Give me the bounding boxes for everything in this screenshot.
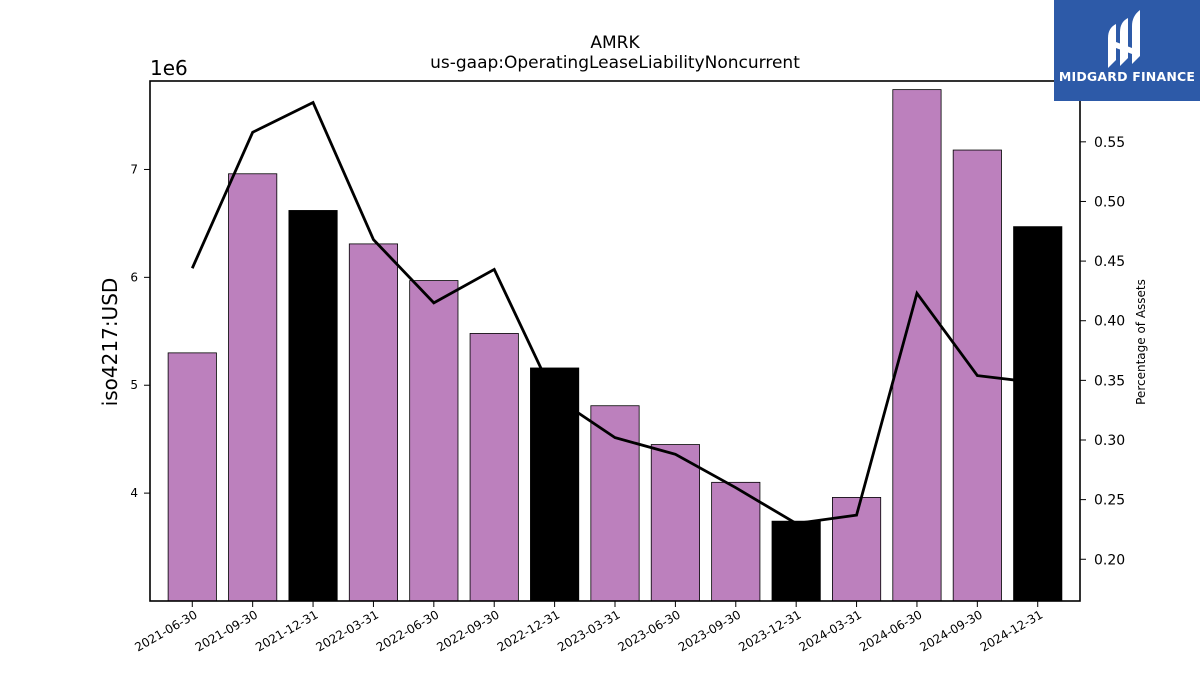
- x-tick-label: 2021-09-30: [193, 607, 260, 654]
- y-axis-label: iso4217:USD: [98, 278, 122, 407]
- x-tick-label: 2024-09-30: [917, 607, 984, 654]
- bar: [771, 520, 821, 602]
- bars-group: [167, 89, 1063, 602]
- logo-mark-icon: [1108, 10, 1140, 68]
- y-tick-label: 4: [130, 486, 138, 500]
- chart-title: AMRK: [590, 33, 640, 53]
- x-tick-label: 2023-03-31: [555, 607, 622, 654]
- y2-tick-label: 0.45: [1094, 254, 1125, 270]
- bar: [530, 367, 580, 602]
- brand-logo: MIDGARD FINANCE: [1054, 0, 1200, 101]
- y2-tick-label: 0.25: [1094, 493, 1125, 509]
- x-tick-label: 2023-06-30: [615, 607, 682, 654]
- bar: [590, 405, 640, 602]
- x-tick-label: 2021-12-31: [253, 607, 320, 654]
- bar: [288, 210, 338, 602]
- y2-tick-label: 0.30: [1094, 433, 1125, 449]
- bar: [167, 352, 217, 602]
- x-tick-label: 2021-06-30: [132, 607, 199, 654]
- x-tick-label: 2024-06-30: [857, 607, 924, 654]
- x-tick-label: 2022-09-30: [434, 607, 501, 654]
- y2-tick-label: 0.40: [1094, 314, 1125, 330]
- bar: [711, 481, 761, 602]
- bar: [1013, 226, 1063, 602]
- y2-tick-label: 0.55: [1094, 135, 1125, 151]
- logo-text: MIDGARD FINANCE: [1058, 69, 1196, 84]
- y-scale-label: 1e6: [150, 56, 188, 80]
- bar: [892, 89, 942, 602]
- bar: [409, 280, 459, 602]
- x-tick-label: 2024-12-31: [978, 607, 1045, 654]
- bar: [228, 173, 278, 602]
- y-tick-label: 6: [130, 270, 138, 284]
- x-tick-label: 2022-06-30: [374, 607, 441, 654]
- bar: [469, 333, 519, 602]
- bar: [348, 243, 398, 602]
- y2-tick-label: 0.35: [1094, 373, 1125, 389]
- y2-axis-label: Percentage of Assets: [1134, 279, 1148, 405]
- x-tick-label: 2023-12-31: [736, 607, 803, 654]
- x-tick-label: 2022-12-31: [495, 607, 562, 654]
- chart-subtitle: us-gaap:OperatingLeaseLiabilityNoncurren…: [430, 53, 800, 73]
- line-series: [190, 100, 1038, 525]
- y2-tick-label: 0.20: [1094, 552, 1125, 568]
- line-group: [190, 100, 1038, 525]
- x-tick-label: 2024-03-31: [797, 607, 864, 654]
- x-tick-label: 2022-03-31: [314, 607, 381, 654]
- bar: [650, 444, 700, 602]
- y2-tick-label: 0.50: [1094, 194, 1125, 210]
- y-tick-label: 7: [130, 162, 138, 176]
- x-tick-label: 2023-09-30: [676, 607, 743, 654]
- y-tick-label: 5: [130, 378, 138, 392]
